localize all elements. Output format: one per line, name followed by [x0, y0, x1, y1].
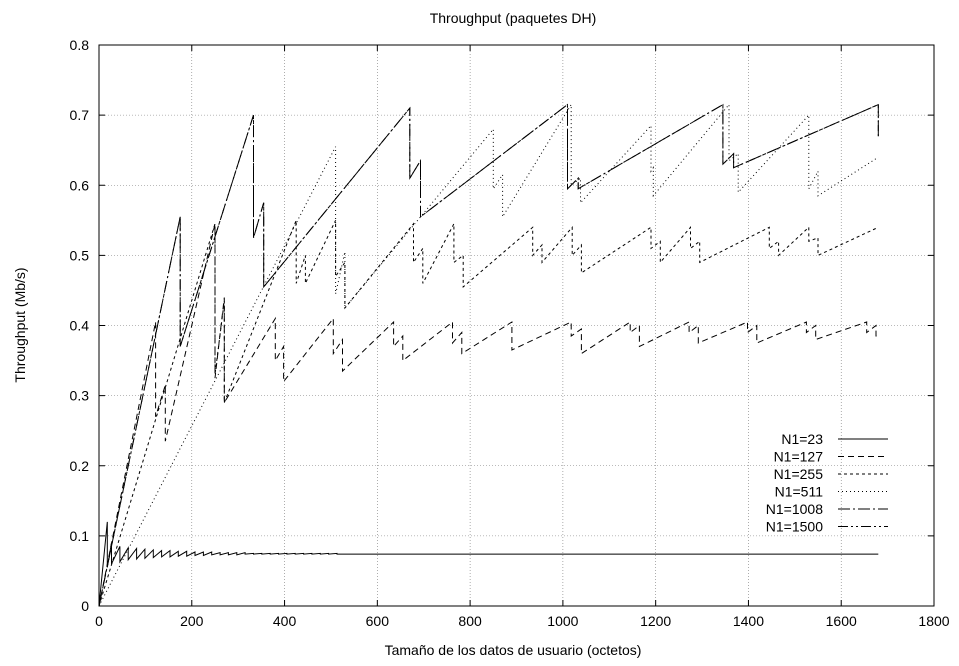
x-tick-label: 0 [95, 613, 103, 629]
legend-label: N1=23 [781, 431, 823, 447]
x-tick-label: 1600 [826, 613, 857, 629]
x-tick-label: 1400 [733, 613, 764, 629]
x-tick-label: 400 [273, 613, 297, 629]
axis-ticks: 0 200 400 600 800 1000 1200 1400 1600 1800 0 0.1 0.2… [70, 37, 950, 629]
series-lines [98, 102, 879, 607]
y-tick-label: 0.1 [70, 528, 90, 544]
grid [99, 45, 934, 606]
x-tick-label: 1800 [918, 613, 949, 629]
series-line-2 [98, 223, 879, 607]
series-line-5 [98, 103, 879, 607]
legend-label: N1=127 [774, 449, 824, 465]
y-tick-label: 0.6 [70, 177, 90, 193]
series-line-4 [98, 102, 879, 607]
chart-title: Throughput (paquetes DH) [430, 10, 597, 26]
y-tick-label: 0.3 [70, 388, 90, 404]
x-tick-label: 800 [458, 613, 482, 629]
x-axis-label: Tamaño de los datos de usuario (octetos) [385, 642, 642, 658]
legend-label: N1=1500 [766, 519, 823, 535]
x-tick-label: 1200 [640, 613, 671, 629]
series-line-3 [98, 220, 879, 607]
x-tick-label: 200 [180, 613, 204, 629]
legend-label: N1=511 [775, 484, 824, 500]
y-tick-label: 0.2 [70, 458, 90, 474]
legend-label: N1=1008 [766, 501, 823, 517]
series-line-6 [98, 103, 879, 607]
legend-label: N1=255 [774, 466, 824, 482]
x-tick-label: 1000 [547, 613, 578, 629]
y-tick-label: 0.8 [70, 37, 90, 53]
x-tick-label: 600 [366, 613, 390, 629]
y-tick-label: 0.7 [70, 107, 90, 123]
y-axis-label: Throughput (Mb/s) [12, 267, 28, 382]
series-line-1 [98, 521, 879, 607]
y-tick-label: 0.5 [70, 247, 90, 263]
y-tick-label: 0 [81, 598, 89, 614]
y-tick-label: 0.4 [70, 318, 90, 334]
